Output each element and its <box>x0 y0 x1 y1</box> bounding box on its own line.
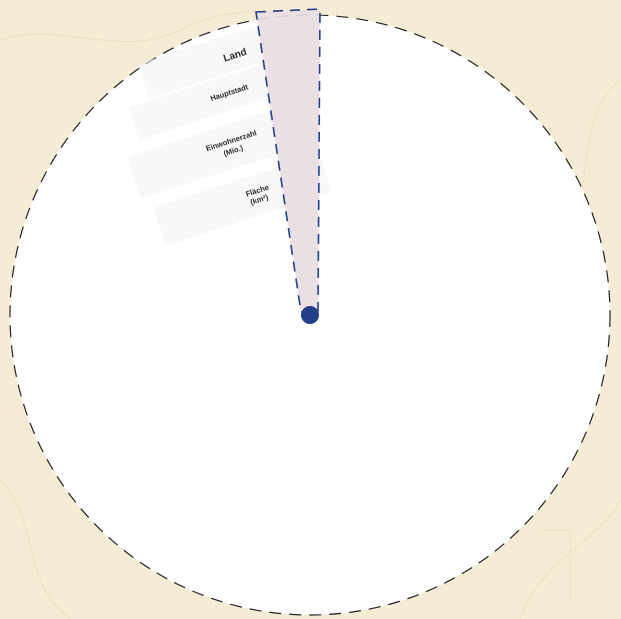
center-pivot-dot[interactable] <box>301 306 319 324</box>
label-band-country <box>138 17 292 99</box>
label-band-population <box>127 101 313 199</box>
label-band-capital <box>128 58 292 140</box>
pointer-wedge[interactable] <box>255 8 321 313</box>
